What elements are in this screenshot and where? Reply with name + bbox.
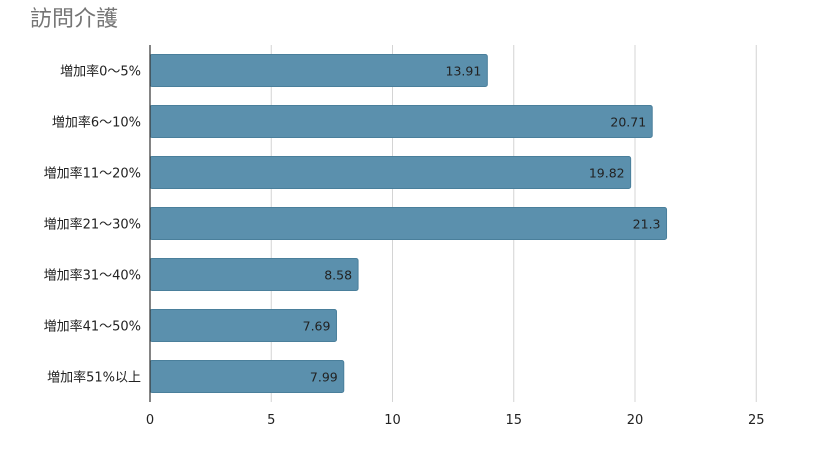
data-label: 20.71	[610, 115, 646, 130]
x-tick-label: 0	[146, 413, 154, 428]
category-label: 増加率0～5%	[60, 64, 141, 80]
x-tick-label: 10	[384, 413, 401, 428]
data-label: 19.82	[589, 166, 625, 181]
bar	[149, 54, 488, 87]
data-label: 7.99	[310, 370, 338, 385]
category-axis-labels: 増加率0～5% 増加率6～10% 増加率11～20% 増加率21～30% 増加率31～4…	[44, 64, 141, 386]
chart-title: 訪問介護	[30, 7, 118, 32]
data-labels: 13.91 20.71 19.82 21.3 8.58 7.69 7.99	[303, 64, 661, 385]
data-label: 8.58	[324, 268, 352, 283]
x-tick-label: 15	[505, 413, 522, 428]
bar	[149, 207, 668, 240]
value-axis-labels: 0 5 10 15 20 25	[146, 413, 765, 428]
bar	[149, 105, 653, 138]
bar-series	[149, 54, 668, 393]
category-label: 増加率51%以上	[47, 370, 141, 386]
category-label: 増加率11～20%	[44, 166, 141, 182]
category-label: 増加率6～10%	[52, 115, 141, 131]
category-label: 増加率21～30%	[44, 217, 141, 233]
data-label: 21.3	[633, 217, 661, 232]
category-label: 増加率41～50%	[44, 319, 141, 335]
x-tick-label: 5	[267, 413, 275, 428]
x-tick-label: 25	[748, 413, 765, 428]
data-label: 13.91	[446, 64, 482, 79]
bar	[149, 156, 632, 189]
category-label: 増加率31～40%	[44, 268, 141, 284]
x-tick-label: 20	[627, 413, 644, 428]
data-label: 7.69	[303, 319, 331, 334]
